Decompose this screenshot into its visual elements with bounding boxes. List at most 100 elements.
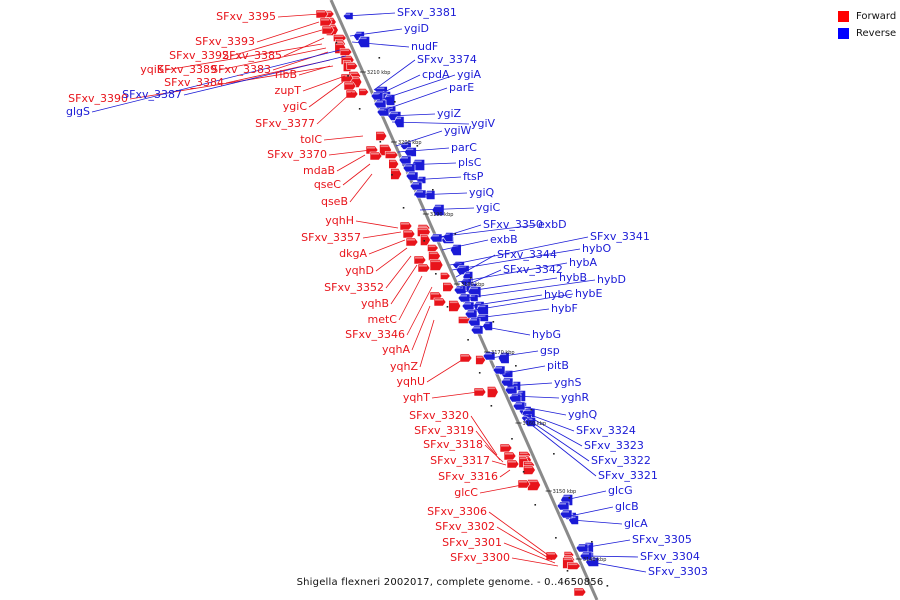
label-yghq[interactable]: yghQ <box>568 408 597 421</box>
label-sfxv_3316[interactable]: SFxv_3316 <box>438 470 498 483</box>
label-ftsp[interactable]: ftsP <box>463 170 484 183</box>
label-yqha[interactable]: yqhA <box>382 343 410 356</box>
gene-block-20-shine <box>519 481 527 483</box>
label-sfxv_3387[interactable]: SFxv_3387 <box>122 88 182 101</box>
label-yqhb[interactable]: yqhB <box>361 297 389 310</box>
label-sfxv_3305[interactable]: SFxv_3305 <box>632 533 692 546</box>
label-yqht[interactable]: yqhT <box>403 391 430 404</box>
label-ygid[interactable]: ygiD <box>404 22 429 35</box>
label-gsp[interactable]: gsp <box>540 344 560 357</box>
leader-metc <box>398 275 423 321</box>
label-sfxv_3392[interactable]: SFxv_3392 <box>169 49 229 62</box>
label-zupt[interactable]: zupT <box>275 84 302 97</box>
label-sfxv_3395[interactable]: SFxv_3395 <box>216 10 276 23</box>
label-sfxv_3317[interactable]: SFxv_3317 <box>430 454 490 467</box>
label-sfxv_3324[interactable]: SFxv_3324 <box>576 424 636 437</box>
label-sfxv_3384[interactable]: SFxv_3384 <box>164 76 224 89</box>
label-yqhu[interactable]: yqhU <box>396 375 425 388</box>
label-sfxv_3319[interactable]: SFxv_3319 <box>414 424 474 437</box>
label-yqhd[interactable]: yqhD <box>345 264 374 277</box>
leader-mdab <box>336 154 366 172</box>
label-sfxv_3374[interactable]: SFxv_3374 <box>417 53 477 66</box>
label-sfxv_3357[interactable]: SFxv_3357 <box>301 231 361 244</box>
label-glca[interactable]: glcA <box>624 517 648 530</box>
small-feature <box>416 145 419 147</box>
label-sfxv_3302[interactable]: SFxv_3302 <box>435 520 495 533</box>
label-sfxv_3322[interactable]: SFxv_3322 <box>591 454 651 467</box>
gene-reverse-sfxv_3321-shine <box>525 418 533 421</box>
label-ygic[interactable]: ygiC <box>476 201 501 214</box>
label-ygiz[interactable]: ygiZ <box>437 107 462 120</box>
label-qseb[interactable]: qseB <box>321 195 348 208</box>
label-sfxv_3323[interactable]: SFxv_3323 <box>584 439 644 452</box>
label-ygiv[interactable]: ygiV <box>471 117 496 130</box>
label-hybf[interactable]: hybF <box>551 302 578 315</box>
label-hybe[interactable]: hybE <box>575 287 602 300</box>
label-yghs[interactable]: yghS <box>554 376 581 389</box>
gene-block-27-shine <box>404 165 412 167</box>
label-sfxv_3389[interactable]: SFxv_3389 <box>157 63 217 76</box>
label-ygic[interactable]: ygiC <box>283 100 308 113</box>
label-nudf[interactable]: nudF <box>411 40 438 53</box>
label-sfxv_3352[interactable]: SFxv_3352 <box>324 281 384 294</box>
label-hybd[interactable]: hybD <box>597 273 626 286</box>
label-sfxv_3304[interactable]: SFxv_3304 <box>640 550 700 563</box>
label-sfxv_3390[interactable]: SFxv_3390 <box>68 92 128 105</box>
label-parc[interactable]: parC <box>451 141 477 154</box>
label-pare[interactable]: parE <box>449 81 474 94</box>
label-hybo[interactable]: hybO <box>582 242 611 255</box>
label-sfxv_3342[interactable]: SFxv_3342 <box>503 263 563 276</box>
label-sfxv_3370[interactable]: SFxv_3370 <box>267 148 327 161</box>
label-glcc[interactable]: glcC <box>454 486 478 499</box>
label-sfxv_3377[interactable]: SFxv_3377 <box>255 117 315 130</box>
small-feature <box>515 365 517 367</box>
label-tolc[interactable]: tolC <box>300 133 322 146</box>
label-sfxv_3303[interactable]: SFxv_3303 <box>648 565 708 578</box>
label-qsec[interactable]: qseC <box>314 178 341 191</box>
label-exbb[interactable]: exbB <box>490 233 518 246</box>
label-sfxv_3346[interactable]: SFxv_3346 <box>345 328 405 341</box>
gene-block-1 <box>319 17 333 27</box>
label-sfxv_3350[interactable]: SFxv_3350 <box>483 218 543 231</box>
gene-block-35-shine <box>466 311 474 313</box>
label-dkga[interactable]: dkgA <box>339 247 367 260</box>
label-sfxv_3301[interactable]: SFxv_3301 <box>442 536 502 549</box>
label-sfxv_3306[interactable]: SFxv_3306 <box>427 505 487 518</box>
label-hyba[interactable]: hybA <box>569 256 597 269</box>
label-exbd[interactable]: exbD <box>538 218 567 231</box>
label-ribb[interactable]: ribB <box>275 68 297 81</box>
label-yqik[interactable]: yqiK <box>140 63 165 76</box>
label-yqhz[interactable]: yqhZ <box>390 360 418 373</box>
label-sfxv_3321[interactable]: SFxv_3321 <box>598 469 658 482</box>
gene-reverse-hybo-shine <box>457 266 467 269</box>
label-sfxv_3344[interactable]: SFxv_3344 <box>497 248 557 261</box>
label-pitb[interactable]: pitB <box>547 359 569 372</box>
label-plsc[interactable]: plsC <box>458 156 482 169</box>
label-sfxv_3318[interactable]: SFxv_3318 <box>423 438 483 451</box>
label-sfxv_3393[interactable]: SFxv_3393 <box>195 35 255 48</box>
label-hybg[interactable]: hybG <box>532 328 561 341</box>
gene-block-40-shine <box>502 379 510 381</box>
label-glcg[interactable]: glcG <box>608 484 633 497</box>
label-sfxv_3300[interactable]: SFxv_3300 <box>450 551 510 564</box>
label-mdab[interactable]: mdaB <box>303 164 335 177</box>
gene-forward-yqht-shine <box>488 387 496 390</box>
gene-block-28-shine <box>407 173 415 175</box>
label-sfxv_3320[interactable]: SFxv_3320 <box>409 409 469 422</box>
label-yqhh[interactable]: yqhH <box>325 214 354 227</box>
label-ygiw[interactable]: ygiW <box>444 124 472 137</box>
label-sfxv_3381[interactable]: SFxv_3381 <box>397 6 457 19</box>
label-cpda[interactable]: cpdA <box>422 68 450 81</box>
label-sfxv_3385[interactable]: SFxv_3385 <box>222 49 282 62</box>
label-hybc[interactable]: hybC <box>544 288 572 301</box>
label-sfxv_3383[interactable]: SFxv_3383 <box>211 63 271 76</box>
label-hybb[interactable]: hybB <box>559 271 587 284</box>
label-ygiq[interactable]: ygiQ <box>469 186 495 199</box>
label-metc[interactable]: metC <box>368 313 398 326</box>
label-glcb[interactable]: glcB <box>615 500 639 513</box>
label-yghr[interactable]: yghR <box>561 391 589 404</box>
label-ygia[interactable]: ygiA <box>457 68 482 81</box>
leader-nudf <box>351 41 410 48</box>
label-glgs[interactable]: glgS <box>66 105 90 118</box>
label-sfxv_3341[interactable]: SFxv_3341 <box>590 230 650 243</box>
